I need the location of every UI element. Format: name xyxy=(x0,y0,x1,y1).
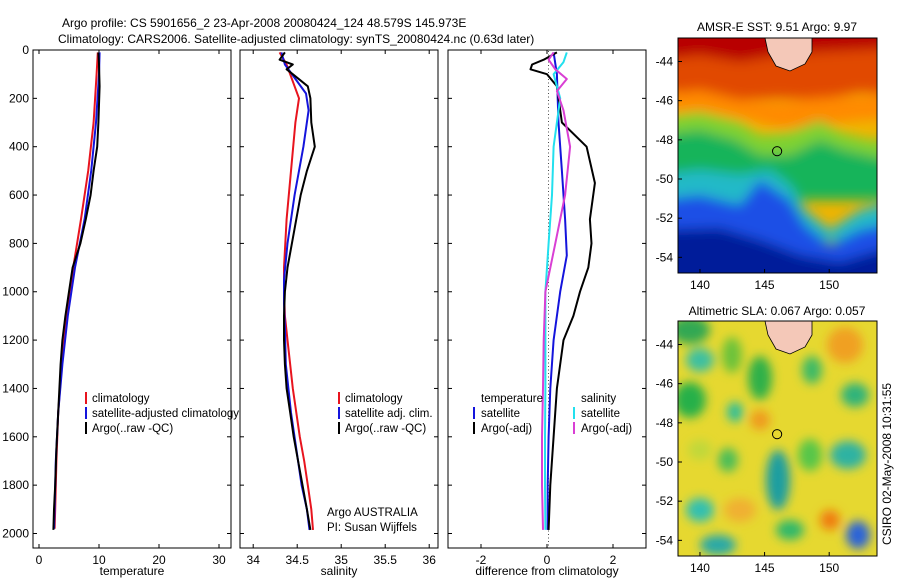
y-tick-label: 1800 xyxy=(2,478,29,492)
y-tick-label: 0 xyxy=(22,43,29,57)
temperature-lines xyxy=(52,52,101,530)
series-line-salinity-salinity_satellite xyxy=(544,52,568,530)
tasmania-coast xyxy=(764,38,813,72)
x-tick-label: 2 xyxy=(610,553,617,567)
sla-map: Altimetric SLA: 0.067 Argo: 0.057 xyxy=(656,304,878,576)
y-tick-label: 200 xyxy=(9,91,29,105)
salinity-legend: climatology satellite adj. clim. Argo(..… xyxy=(338,392,433,435)
sst-map-axes-box xyxy=(677,37,878,274)
x-tick-label: 145 xyxy=(755,278,775,292)
sla-map-field xyxy=(678,321,877,556)
y-tick-label: 1200 xyxy=(2,333,29,347)
legend-label-temp-argo: Argo(-adj) xyxy=(481,423,532,435)
difference-legend: temperature satellite Argo(-adj) salinit… xyxy=(473,393,632,435)
x-tick-label: 35.5 xyxy=(374,553,398,567)
y-tick-label: -52 xyxy=(656,494,674,508)
figure-title-line1: Argo profile: CS 5901656_2 23-Apr-2008 2… xyxy=(62,16,466,30)
y-tick-label: -54 xyxy=(656,533,674,547)
x-tick-label: 150 xyxy=(819,278,839,292)
legend-label-sal-satellite: satellite xyxy=(581,408,620,420)
legend-label-sal-argo: Argo(-adj) xyxy=(581,423,632,435)
x-tick-label: 0 xyxy=(36,553,43,567)
y-tick-label: -48 xyxy=(656,133,674,147)
sla-argo-location-marker xyxy=(772,429,783,440)
legend-label-argo: Argo(..raw -QC) xyxy=(92,423,173,435)
y-tick-label: 1600 xyxy=(2,430,29,444)
legend-label-satellite: satellite adj. clim. xyxy=(345,408,433,420)
notes-line2: PI: Susan Wijffels xyxy=(327,522,417,534)
x-tick-label: 20 xyxy=(152,553,166,567)
temperature-legend: climatology satellite-adjusted climatolo… xyxy=(85,392,239,435)
sst-map-field xyxy=(678,38,877,273)
y-tick-label: -44 xyxy=(656,338,674,352)
y-tick-label: -54 xyxy=(656,250,674,264)
x-tick-label: 34.5 xyxy=(286,553,310,567)
x-tick-label: 36 xyxy=(423,553,437,567)
series-line-argo xyxy=(278,51,316,531)
difference-panel: -2 0 2 difference from climatology tempera… xyxy=(447,49,647,578)
temperature-xlabel: temperature xyxy=(100,564,165,578)
x-tick-label: 35 xyxy=(335,553,349,567)
legend-label-argo: Argo(..raw -QC) xyxy=(345,423,426,435)
y-tick-label: -50 xyxy=(656,455,674,469)
sst-map-title: AMSR-E SST: 9.51 Argo: 9.97 xyxy=(697,20,857,34)
legend-salinity-title: salinity xyxy=(581,393,616,405)
sla-map-title: Altimetric SLA: 0.067 Argo: 0.057 xyxy=(689,304,866,318)
legend-label-temp-satellite: satellite xyxy=(481,408,520,420)
x-tick-label: 140 xyxy=(690,561,710,575)
y-tick-label: -46 xyxy=(656,94,674,108)
x-tick-label: 34 xyxy=(247,553,261,567)
salinity-lines xyxy=(278,51,316,531)
y-tick-label: 400 xyxy=(9,140,29,154)
y-tick-label: -48 xyxy=(656,416,674,430)
legend-temperature-title: temperature xyxy=(481,393,543,405)
x-tick-label: 150 xyxy=(819,561,839,575)
sst-map-ticks: 140 145 150 -44 -46 -48 -50 -52 -54 xyxy=(656,55,840,293)
difference-lines xyxy=(529,51,596,530)
x-tick-label: -2 xyxy=(476,553,487,567)
side-timestamp: CSIRO 02-May-2008 10:31:55 xyxy=(880,383,894,545)
series-line-argo xyxy=(52,52,101,530)
salinity-ticks: 34 34.5 35 35.5 36 xyxy=(240,49,438,567)
difference-axes-box xyxy=(447,49,647,549)
y-tick-label: 1400 xyxy=(2,381,29,395)
salinity-xlabel: salinity xyxy=(321,564,358,578)
difference-ticks: -2 0 2 xyxy=(448,49,646,567)
x-tick-label: 140 xyxy=(690,278,710,292)
x-tick-label: 10 xyxy=(92,553,106,567)
y-tick-label: -46 xyxy=(656,377,674,391)
series-line-salinity-salinity_argo xyxy=(541,51,572,530)
sla-map-ticks: 140 145 150 -44 -46 -48 -50 -52 -54 xyxy=(656,338,840,576)
temperature-axes-box xyxy=(32,49,232,549)
y-tick-label: 1000 xyxy=(2,285,29,299)
x-tick-label: 145 xyxy=(755,561,775,575)
y-tick-label: -50 xyxy=(656,172,674,186)
legend-label-climatology: climatology xyxy=(345,393,403,405)
x-tick-label: 30 xyxy=(212,553,226,567)
tasmania-coast xyxy=(764,321,813,355)
difference-xlabel: difference from climatology xyxy=(475,564,618,578)
legend-label-satellite: satellite-adjusted climatology xyxy=(92,408,239,420)
sst-argo-location-marker xyxy=(772,146,783,157)
y-tick-label: -44 xyxy=(656,55,674,69)
y-tick-label: -52 xyxy=(656,211,674,225)
figure-title-line2: Climatology: CARS2006. Satellite-adjuste… xyxy=(58,32,534,46)
sst-map: AMSR-E SST: 9.51 Argo: 9.97 140 145 150 -44… xyxy=(656,20,878,293)
legend-label-climatology: climatology xyxy=(92,393,150,405)
y-tick-label: 2000 xyxy=(2,526,29,540)
y-tick-label: 800 xyxy=(9,236,29,250)
x-tick-label: 0 xyxy=(544,553,551,567)
series-line-temperature-argo xyxy=(529,51,596,530)
salinity-axes-box xyxy=(239,49,439,549)
sla-map-axes-box xyxy=(677,320,878,557)
y-tick-label: 600 xyxy=(9,188,29,202)
salinity-panel: 34 34.5 35 35.5 36 salinity climatology sate… xyxy=(239,49,439,578)
notes-line1: Argo AUSTRALIA xyxy=(327,507,418,519)
temperature-panel: 0 10 20 30 0 200 400 600 800 1000 1200 1400 1600 1800… xyxy=(2,43,239,578)
temperature-ticks: 0 10 20 30 0 200 400 600 800 1000 1200 1400 1600 1800… xyxy=(2,43,231,567)
